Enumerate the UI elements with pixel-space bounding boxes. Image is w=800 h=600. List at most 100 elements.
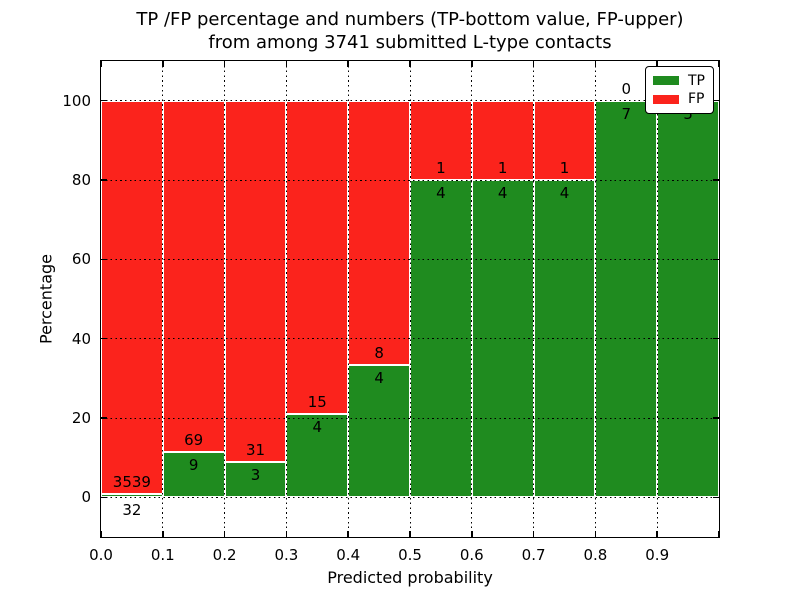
x-tick-label-0.1: 0.1	[150, 546, 175, 564]
y-tick-left-60	[101, 258, 107, 261]
chart-title-line1: TP /FP percentage and numbers (TP-bottom…	[136, 9, 684, 30]
x-tick-top-0	[100, 61, 102, 67]
fp-count-label-bin1: 69	[184, 430, 204, 449]
y-tick-left-100	[101, 99, 107, 102]
y-tick-label-100: 100	[62, 91, 91, 110]
x-tick-bottom-0.8	[594, 531, 597, 537]
x-tick-bottom-0.6	[471, 531, 473, 537]
x-tick-top-0.2	[223, 61, 226, 67]
x-tick-bottom-0.7	[532, 531, 535, 537]
x-tick-label-0.8: 0.8	[583, 546, 608, 564]
x-tick-label-0.6: 0.6	[459, 546, 484, 564]
fp-count-label-bin3: 15	[307, 392, 327, 411]
tp-bar-bin9	[657, 100, 719, 498]
tp-count-label-bin3: 4	[312, 417, 323, 436]
chart-title: TP /FP percentage and numbers (TP-bottom…	[100, 8, 720, 54]
x-tick-bottom-0.2	[223, 531, 226, 537]
gridline-x-0.6	[471, 61, 473, 537]
y-tick-right-0	[713, 496, 719, 499]
x-tick-label-0.9: 0.9	[645, 546, 670, 564]
x-tick-label-0.2: 0.2	[212, 546, 237, 564]
y-tick-left-80	[101, 179, 107, 181]
gridline-x-0.4	[347, 61, 349, 537]
x-tick-bottom-1	[718, 531, 720, 537]
x-tick-top-0.6	[471, 61, 473, 67]
tp-count-label-bin5: 4	[436, 184, 446, 202]
legend-label-tp: TP	[688, 72, 705, 89]
x-axis-label: Predicted probability	[327, 568, 493, 587]
fp-bar-bin6	[471, 100, 534, 180]
x-tick-label-0.5: 0.5	[398, 546, 422, 564]
x-tick-top-0.4	[347, 61, 349, 67]
x-tick-bottom-0.3	[285, 531, 288, 537]
y-tick-label-40: 40	[71, 329, 91, 348]
x-tick-bottom-0	[100, 531, 102, 537]
tp-color-swatch	[653, 76, 679, 86]
y-tick-right-40	[713, 337, 719, 340]
tp-count-label-bin8: 7	[621, 104, 632, 123]
gridline-y-100	[101, 100, 719, 102]
x-tick-top-1	[718, 61, 720, 67]
tp-count-label-bin2: 3	[250, 466, 261, 485]
x-tick-label-0.0: 0.0	[89, 546, 113, 564]
x-tick-bottom-0.9	[656, 531, 658, 537]
tp-bar-bin8	[595, 100, 658, 498]
x-tick-bottom-0.1	[162, 531, 164, 537]
y-tick-right-80	[713, 179, 719, 181]
x-tick-label-0.4: 0.4	[336, 546, 361, 564]
y-tick-left-0	[101, 496, 107, 499]
y-tick-left-20	[101, 417, 107, 419]
legend-item-fp: FP	[653, 91, 706, 107]
legend: TP FP	[645, 66, 714, 114]
gridline-x-0.7	[533, 61, 535, 537]
fp-count-label-bin5: 1	[436, 159, 446, 177]
gridline-x-0.8	[594, 61, 596, 537]
y-tick-label-0: 0	[81, 488, 91, 507]
x-tick-top-0.7	[532, 61, 535, 67]
fp-count-label-bin6: 1	[497, 159, 508, 177]
plot-area: 353932699313154841414140705	[100, 60, 720, 538]
gridline-x-0.1	[162, 61, 164, 537]
fp-bar-bin2	[224, 100, 287, 463]
fp-count-label-bin7: 1	[559, 159, 570, 177]
gridline-x-0.5	[409, 61, 411, 537]
x-tick-top-0.8	[594, 61, 597, 67]
y-tick-label-60: 60	[71, 250, 91, 269]
y-tick-label-20: 20	[71, 409, 91, 427]
fp-bar-bin0	[101, 100, 163, 494]
x-tick-bottom-0.4	[347, 531, 349, 537]
tp-count-label-bin0: 32	[122, 501, 142, 520]
tp-count-label-bin7: 4	[559, 184, 570, 202]
gridline-x-0.3	[285, 61, 287, 537]
gridline-x-0.9	[656, 61, 658, 537]
y-tick-right-60	[713, 258, 719, 261]
fp-count-label-bin0: 3539	[112, 472, 151, 491]
gridline-x-0.2	[224, 61, 226, 537]
x-tick-label-0.3: 0.3	[274, 546, 299, 564]
gridline-y-40	[101, 338, 719, 340]
tp-bar-bin4	[348, 365, 410, 498]
legend-item-tp: TP	[653, 73, 706, 89]
legend-label-fp: FP	[688, 91, 705, 108]
y-tick-label-80: 80	[71, 171, 91, 189]
x-tick-bottom-0.5	[409, 531, 411, 537]
gridline-y-80	[101, 179, 719, 181]
y-tick-left-40	[101, 337, 107, 340]
tp-count-label-bin4: 4	[374, 369, 384, 388]
fp-bar-bin5	[410, 100, 472, 180]
gridline-y-0	[101, 496, 719, 498]
gridline-y-60	[101, 258, 719, 260]
x-tick-top-0.9	[656, 61, 658, 67]
chart-title-line2: from among 3741 submitted L-type contact…	[208, 32, 612, 53]
y-tick-right-20	[713, 417, 719, 419]
x-tick-top-0.1	[162, 61, 164, 67]
tp-count-label-bin1: 9	[188, 455, 199, 474]
x-tick-top-0.3	[285, 61, 288, 67]
fp-count-label-bin2: 31	[245, 441, 266, 460]
y-tick-right-100	[713, 99, 719, 102]
fp-bar-bin3	[286, 100, 349, 414]
fp-color-swatch	[653, 94, 679, 104]
fp-count-label-bin8: 0	[621, 79, 632, 98]
fp-count-label-bin4: 8	[374, 344, 384, 363]
